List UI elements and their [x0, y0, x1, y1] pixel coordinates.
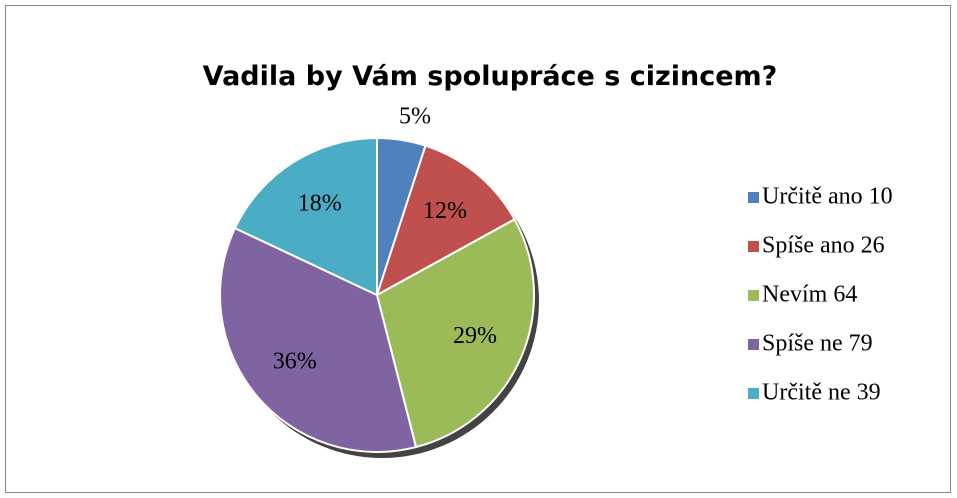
data-label: 5%: [399, 104, 431, 130]
legend-swatch: [748, 388, 759, 399]
data-label: 12%: [423, 198, 467, 224]
legend-swatch: [748, 290, 759, 301]
legend-label: Nevím 64: [762, 282, 857, 308]
data-label: 36%: [273, 349, 317, 375]
pie-slice: [375, 144, 516, 298]
legend-swatch: [748, 241, 759, 252]
legend-swatch: [748, 339, 759, 350]
legend-swatch: [748, 192, 759, 203]
legend-label: Spíše ano 26: [762, 233, 885, 259]
data-label: 29%: [453, 323, 497, 349]
pie-slice: [219, 226, 418, 453]
pie-slice: [375, 218, 535, 449]
pie-slice: [233, 136, 378, 297]
chart-title: Vadila by Vám spolupráce s cizincem?: [203, 61, 778, 92]
data-label: 18%: [298, 190, 342, 216]
legend-label: Určitě ne 39: [762, 380, 881, 406]
legend-label: Určitě ano 10: [762, 184, 893, 210]
legend-label: Spíše ne 79: [762, 331, 873, 357]
